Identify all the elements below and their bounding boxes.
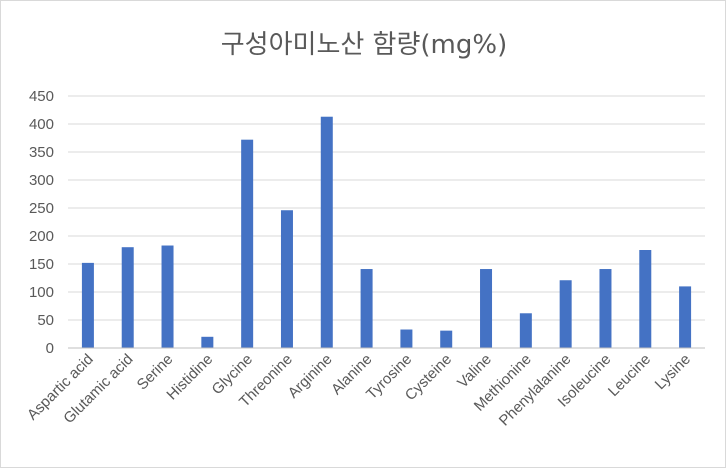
bar — [280, 210, 293, 348]
bar — [440, 330, 453, 348]
x-category-label: Glutamic acid — [60, 351, 136, 427]
y-tick-label: 300 — [29, 172, 54, 189]
bar — [679, 286, 692, 348]
y-tick-label: 100 — [29, 284, 54, 301]
x-category-label: Lysine — [652, 351, 694, 393]
gridlines — [68, 95, 705, 321]
bar — [81, 262, 94, 348]
bar — [519, 313, 532, 348]
bar — [639, 250, 652, 348]
bar — [201, 336, 214, 348]
y-tick-label: 50 — [37, 312, 54, 329]
x-category-label: Leucine — [605, 351, 654, 400]
bar — [121, 247, 134, 348]
bar — [480, 269, 493, 348]
bar — [161, 245, 174, 348]
bar — [559, 280, 572, 348]
bar — [400, 329, 413, 348]
y-tick-label: 150 — [29, 256, 54, 273]
bar — [360, 269, 373, 348]
y-tick-label: 200 — [29, 228, 54, 245]
x-category-label: Arginine — [285, 351, 336, 402]
y-tick-label: 400 — [29, 116, 54, 133]
y-tick-label: 450 — [29, 88, 54, 105]
bar — [320, 116, 333, 348]
y-tick-label: 350 — [29, 144, 54, 161]
bars — [81, 116, 692, 348]
y-axis-ticks: 0 50 100 150 200 250 300 350 400 450 — [29, 88, 54, 357]
bar — [599, 269, 612, 348]
y-tick-label: 0 — [46, 340, 54, 357]
bar — [241, 139, 254, 348]
chart-title: 구성아미노산 함량(mg%) — [221, 30, 507, 60]
y-tick-label: 250 — [29, 200, 54, 217]
